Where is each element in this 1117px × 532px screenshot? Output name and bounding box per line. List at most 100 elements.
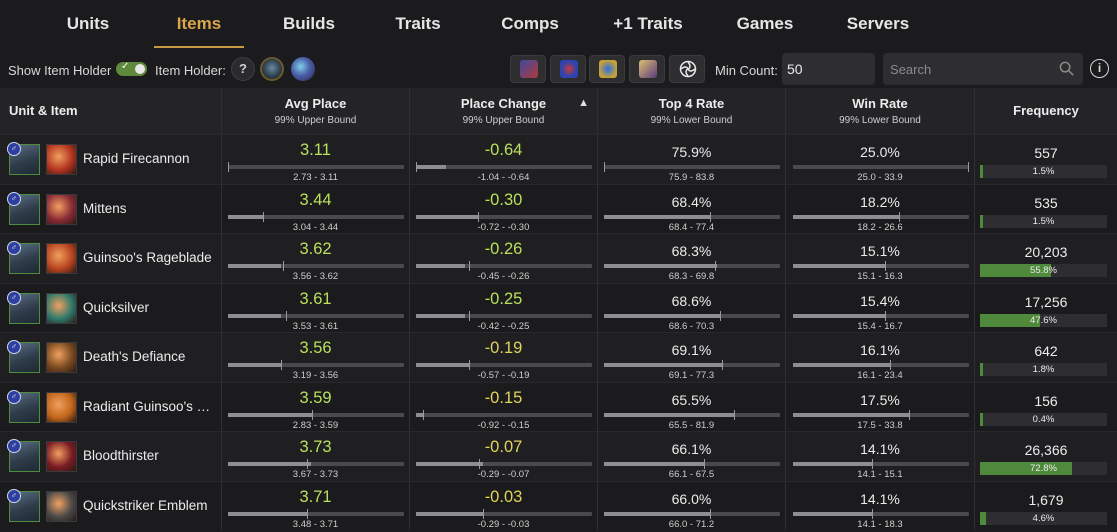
champion-icon[interactable]: ♂ [7, 340, 40, 373]
search-icon[interactable] [1059, 61, 1074, 76]
min-count-input[interactable]: 50 [782, 53, 875, 85]
quickstriker-emblem-icon[interactable] [46, 490, 77, 522]
avg-range-text: 2.73 - 3.11 [293, 172, 338, 183]
avg-range-tick [312, 409, 313, 420]
table-row[interactable]: ♂ Death's Defiance 3.56 3.19 - 3.56 -0.19 -0.… [0, 332, 1117, 382]
tab-traits[interactable]: Traits [395, 14, 441, 33]
champion-icon[interactable]: ♂ [7, 241, 40, 274]
win-range-bar [793, 310, 969, 321]
frequency-cell: 1,679 4.6% [975, 482, 1117, 531]
quicksilver-icon[interactable] [46, 292, 77, 324]
avg-range-tick [281, 360, 282, 370]
table-row[interactable]: ♂ Radiant Guinsoo's Rageblade 3.59 2.83 - 3… [0, 381, 1117, 432]
champion-icon[interactable]: ♂ [7, 389, 40, 423]
unknown-holder-button[interactable]: ? [231, 57, 255, 81]
rapid-firecannon-icon[interactable] [46, 144, 77, 175]
sort-ascending-icon[interactable]: ▲ [578, 97, 589, 109]
champion-icon[interactable]: ♂ [7, 191, 40, 225]
champion-icon[interactable]: ♂ [7, 290, 40, 324]
avg-cell: 3.62 3.56 - 3.62 [222, 234, 410, 283]
champion-icon[interactable]: ♂ [7, 488, 40, 522]
chg-value: -0.19 [484, 339, 523, 357]
tab-builds[interactable]: Builds [283, 14, 335, 33]
trait-badge-icon: ♂ [7, 488, 21, 503]
holder-champion-icon[interactable] [260, 57, 284, 81]
item-name[interactable]: Radiant Guinsoo's Rageblade [83, 398, 217, 414]
min-count-label: Min Count: [715, 63, 778, 78]
frequency-bar: 4.6% [980, 511, 1107, 525]
unit-item-cell: ♂ Bloodthirster [0, 432, 222, 481]
champion-icon[interactable]: ♂ [7, 142, 40, 175]
win-value: 18.2% [860, 193, 900, 210]
avg-range-fill [228, 363, 281, 367]
frequency-value: 156 [1034, 392, 1058, 409]
guinsoos-rageblade-icon[interactable] [46, 243, 77, 274]
tab-units[interactable]: Units [66, 14, 110, 33]
mittens-icon[interactable] [46, 193, 77, 225]
table-row[interactable]: ♂ Quicksilver 3.61 3.53 - 3.61 -0.25 -0.42 - … [0, 282, 1117, 333]
col-avg-place[interactable]: Avg Place 99% Upper Bound [222, 88, 410, 134]
item-name[interactable]: Death's Defiance [83, 349, 186, 364]
tab-items[interactable]: Items [176, 14, 222, 33]
table-row[interactable]: ♂ Quickstriker Emblem 3.71 3.48 - 3.71 -0.03… [0, 480, 1117, 531]
frequency-fill [980, 511, 986, 525]
frequency-bar: 47.6% [980, 313, 1107, 327]
tab-games[interactable]: Games [736, 14, 794, 33]
win-cell: 25.0% 25.0 - 33.9 [786, 135, 975, 184]
item-name[interactable]: Quickstriker Emblem [83, 497, 208, 513]
holder-portal-icon[interactable] [291, 57, 315, 81]
bloodthirster-icon[interactable] [46, 441, 77, 472]
top4-range-text: 65.5 - 81.9 [668, 419, 715, 431]
table-row[interactable]: ♂ Guinsoo's Rageblade 3.62 3.56 - 3.62 -0.26… [0, 233, 1117, 283]
trait-filter-2[interactable] [550, 55, 586, 83]
table-row[interactable]: ♂ Bloodthirster 3.73 3.67 - 3.73 -0.07 -0.29 … [0, 431, 1117, 481]
avg-range-text: 2.83 - 3.59 [292, 419, 339, 431]
avg-range-fill [228, 214, 263, 219]
search-input[interactable]: Search [883, 53, 1083, 85]
frequency-cell: 26,366 72.8% [975, 432, 1117, 481]
item-name[interactable]: Mittens [83, 200, 127, 216]
col-unit-item[interactable]: Unit & Item [0, 88, 222, 134]
tab-plus1-traits[interactable]: +1 Traits [613, 14, 683, 33]
chg-value: -0.07 [484, 438, 523, 456]
col-frequency[interactable]: Frequency [1013, 103, 1079, 118]
item-name[interactable]: Bloodthirster [83, 448, 159, 463]
item-name[interactable]: Guinsoo's Rageblade [83, 250, 212, 265]
top4-range-bar [604, 310, 780, 321]
avg-value: 3.62 [299, 240, 332, 258]
win-cell: 14.1% 14.1 - 15.1 [786, 432, 975, 481]
item-name[interactable]: Quicksilver [83, 299, 150, 315]
trait-filter-4[interactable] [629, 55, 665, 83]
col-place-change[interactable]: Place Change 99% Upper Bound ▲ [410, 88, 598, 134]
chg-range-text: -0.92 - -0.15 [477, 419, 530, 431]
trait-filter-1[interactable] [510, 55, 546, 83]
top4-value: 66.1% [671, 441, 712, 457]
frequency-value: 20,203 [1024, 244, 1068, 260]
top4-range-text: 75.9 - 83.8 [668, 172, 715, 183]
tab-servers[interactable]: Servers [846, 14, 910, 33]
item-name[interactable]: Rapid Firecannon [83, 151, 190, 166]
frequency-bar: 55.8% [980, 264, 1107, 277]
chg-cell: -0.25 -0.42 - -0.25 [410, 283, 598, 333]
frequency-value: 642 [1034, 343, 1058, 359]
table-row[interactable]: ♂ Rapid Firecannon 3.11 2.73 - 3.11 -0.64 -1.… [0, 134, 1117, 184]
champion-icon[interactable]: ♂ [7, 439, 40, 472]
chg-range-fill [416, 412, 423, 417]
avg-range-fill [228, 511, 307, 516]
show-item-holder-toggle[interactable]: ✓ [116, 61, 147, 76]
trait-filter-5[interactable] [669, 55, 705, 83]
table-row[interactable]: ♂ Mittens 3.44 3.04 - 3.44 -0.30 -0.72 - -0.3… [0, 183, 1117, 234]
info-icon[interactable]: i [1090, 59, 1109, 78]
chg-value: -0.15 [484, 388, 523, 407]
chg-range-fill [416, 313, 465, 318]
win-cell: 17.5% 17.5 - 33.8 [786, 382, 975, 432]
col-win-rate[interactable]: Win Rate 99% Lower Bound [786, 88, 975, 134]
top4-value: 68.6% [671, 292, 712, 309]
col-top4-rate[interactable]: Top 4 Rate 99% Lower Bound [598, 88, 786, 134]
top4-range-bar [604, 508, 780, 519]
chg-value: -0.25 [484, 289, 523, 308]
tab-comps[interactable]: Comps [501, 14, 559, 33]
deaths-defiance-icon[interactable] [46, 342, 77, 373]
radiant-guinsoos-icon[interactable] [46, 391, 77, 423]
trait-filter-3[interactable] [589, 55, 625, 83]
